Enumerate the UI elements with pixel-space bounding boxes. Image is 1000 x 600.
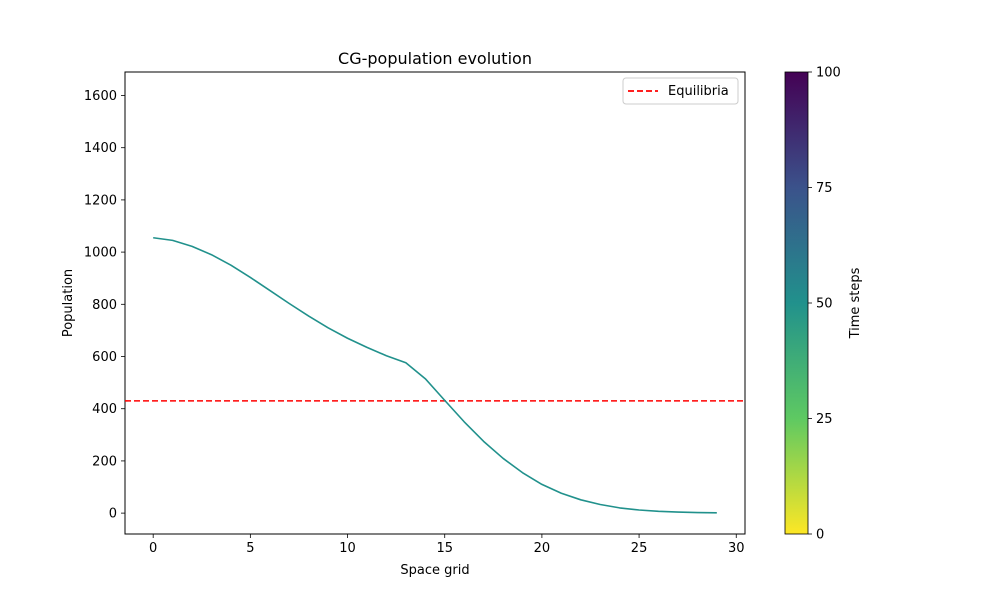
plot-area xyxy=(124,71,746,535)
colorbar: 0 25 50 75 100 Time steps xyxy=(784,66,863,543)
colorbar-tick-label: 50 xyxy=(816,297,833,312)
colorbar-gradient xyxy=(784,71,809,535)
y-axis-label: Population xyxy=(61,269,76,337)
x-axis-label: Space grid xyxy=(400,563,469,578)
colorbar-tick-label: 100 xyxy=(816,66,841,81)
y-tick-label: 400 xyxy=(92,402,117,417)
series-group xyxy=(153,236,717,514)
chart-title: CG-population evolution xyxy=(338,49,532,68)
y-tick-label: 200 xyxy=(92,454,117,469)
x-tick-label: 15 xyxy=(436,541,453,556)
y-tick-label: 1400 xyxy=(84,141,117,156)
colorbar-tick-label: 0 xyxy=(816,528,824,543)
legend: Equilibria xyxy=(622,77,739,105)
y-tick-label: 800 xyxy=(92,298,117,313)
y-tick-label: 0 xyxy=(109,507,117,522)
x-tick-label: 0 xyxy=(149,541,157,556)
y-tick-label: 1200 xyxy=(84,193,117,208)
legend-box xyxy=(622,77,739,105)
colorbar-tick-label: 75 xyxy=(816,181,833,196)
y-tick-label: 1000 xyxy=(84,246,117,261)
colorbar-tick-label: 25 xyxy=(816,412,833,427)
x-tick-label: 10 xyxy=(339,541,356,556)
y-tick-label: 1600 xyxy=(84,89,117,104)
legend-label-equilibria: Equilibria xyxy=(668,84,729,99)
population-line xyxy=(153,236,717,514)
colorbar-ticks: 0 25 50 75 100 xyxy=(808,66,841,543)
x-tick-label: 30 xyxy=(728,541,745,556)
colorbar-label: Time steps xyxy=(848,267,863,339)
y-axis: 0 200 400 600 800 1000 1200 1400 1600 xyxy=(84,89,125,522)
x-tick-label: 5 xyxy=(246,541,254,556)
y-tick-label: 600 xyxy=(92,350,117,365)
x-tick-label: 20 xyxy=(534,541,551,556)
x-tick-label: 25 xyxy=(631,541,648,556)
plot-frame xyxy=(124,71,746,535)
x-axis: 0 5 10 15 20 25 30 xyxy=(149,534,745,556)
